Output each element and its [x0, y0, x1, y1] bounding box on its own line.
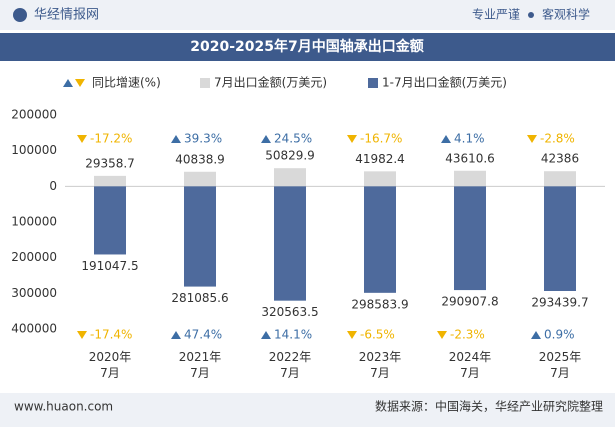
data-label: 320563.5	[261, 305, 318, 319]
arrow-icon	[77, 135, 87, 143]
bar	[274, 186, 306, 301]
growth-label: 4.1%	[454, 132, 485, 146]
data-label: 191047.5	[81, 259, 138, 273]
arrow-icon	[437, 331, 447, 339]
data-label: 40838.9	[175, 152, 225, 166]
growth-label: -6.5%	[360, 328, 395, 342]
x-tick-label: 2025年7月	[538, 350, 582, 380]
header-bar	[0, 0, 615, 30]
bar	[364, 171, 396, 187]
growth-label: 24.5%	[274, 132, 312, 146]
bar	[274, 168, 306, 187]
legend-label: 同比增速(%)	[92, 76, 161, 90]
bar	[94, 175, 126, 187]
arrow-icon	[63, 79, 73, 87]
slogan: 专业严谨	[472, 7, 520, 22]
x-tick-label: 2023年7月	[358, 350, 402, 380]
legend-swatch	[368, 78, 378, 88]
data-label: 29358.7	[85, 156, 135, 170]
x-tick-label: 2024年7月	[448, 350, 492, 380]
x-tick-label: 2022年7月	[268, 350, 312, 380]
legend-label: 7月出口金额(万美元)	[214, 75, 327, 90]
slogan-dot	[528, 12, 534, 18]
logo-icon	[13, 8, 27, 22]
bar	[454, 170, 486, 187]
legend-label: 1-7月出口金额(万美元)	[382, 75, 507, 90]
x-tick-label: 2021年7月	[178, 350, 222, 380]
data-label: 43610.6	[445, 151, 495, 165]
source: 数据来源：中国海关，华经产业研究院整理	[375, 399, 603, 414]
data-label: 293439.7	[531, 295, 588, 309]
arrow-icon	[347, 331, 357, 339]
data-label: 50829.9	[265, 149, 315, 163]
growth-label: -2.8%	[540, 132, 575, 146]
arrow-icon	[441, 135, 451, 143]
y-tick-label: 200000	[11, 250, 57, 264]
arrow-icon	[261, 331, 271, 339]
arrow-icon	[171, 135, 181, 143]
arrow-icon	[75, 79, 85, 87]
y-tick-label: 100000	[11, 215, 57, 229]
growth-label: 47.4%	[184, 328, 222, 342]
arrow-icon	[531, 331, 541, 339]
arrow-icon	[171, 331, 181, 339]
data-label: 41982.4	[355, 152, 405, 166]
bar	[184, 171, 216, 187]
website: www.huaon.com	[14, 400, 113, 414]
arrow-icon	[261, 135, 271, 143]
bar	[364, 186, 396, 293]
footer-bar	[0, 393, 615, 427]
y-tick-label: 300000	[11, 286, 57, 300]
bar	[184, 186, 216, 287]
bar	[94, 186, 126, 255]
growth-label: 39.3%	[184, 132, 222, 146]
bar	[454, 186, 486, 291]
y-tick-label: 400000	[11, 322, 57, 336]
arrow-icon	[77, 331, 87, 339]
growth-label: -16.7%	[360, 132, 402, 146]
data-label: 281085.6	[171, 291, 228, 305]
arrow-icon	[527, 135, 537, 143]
y-tick-label: 100000	[11, 143, 57, 157]
y-tick-label: 0	[49, 179, 57, 193]
growth-label: 0.9%	[544, 328, 575, 342]
x-tick-label: 2020年7月	[88, 350, 132, 380]
bar	[544, 186, 576, 291]
growth-label: -17.2%	[90, 132, 132, 146]
slogan: 客观科学	[542, 7, 590, 22]
chart-title: 2020-2025年7月中国轴承出口金额	[190, 38, 423, 55]
logo-text: 华经情报网	[34, 8, 99, 23]
bar	[544, 171, 576, 187]
title-bar	[0, 33, 615, 61]
legend-swatch	[200, 78, 210, 88]
growth-label: 14.1%	[274, 328, 312, 342]
growth-label: -2.3%	[450, 328, 485, 342]
arrow-icon	[347, 135, 357, 143]
y-tick-label: 200000	[11, 108, 57, 122]
data-label: 298583.9	[351, 297, 408, 311]
data-label: 42386	[541, 152, 579, 166]
growth-label: -17.4%	[90, 328, 132, 342]
data-label: 290907.8	[441, 295, 498, 309]
